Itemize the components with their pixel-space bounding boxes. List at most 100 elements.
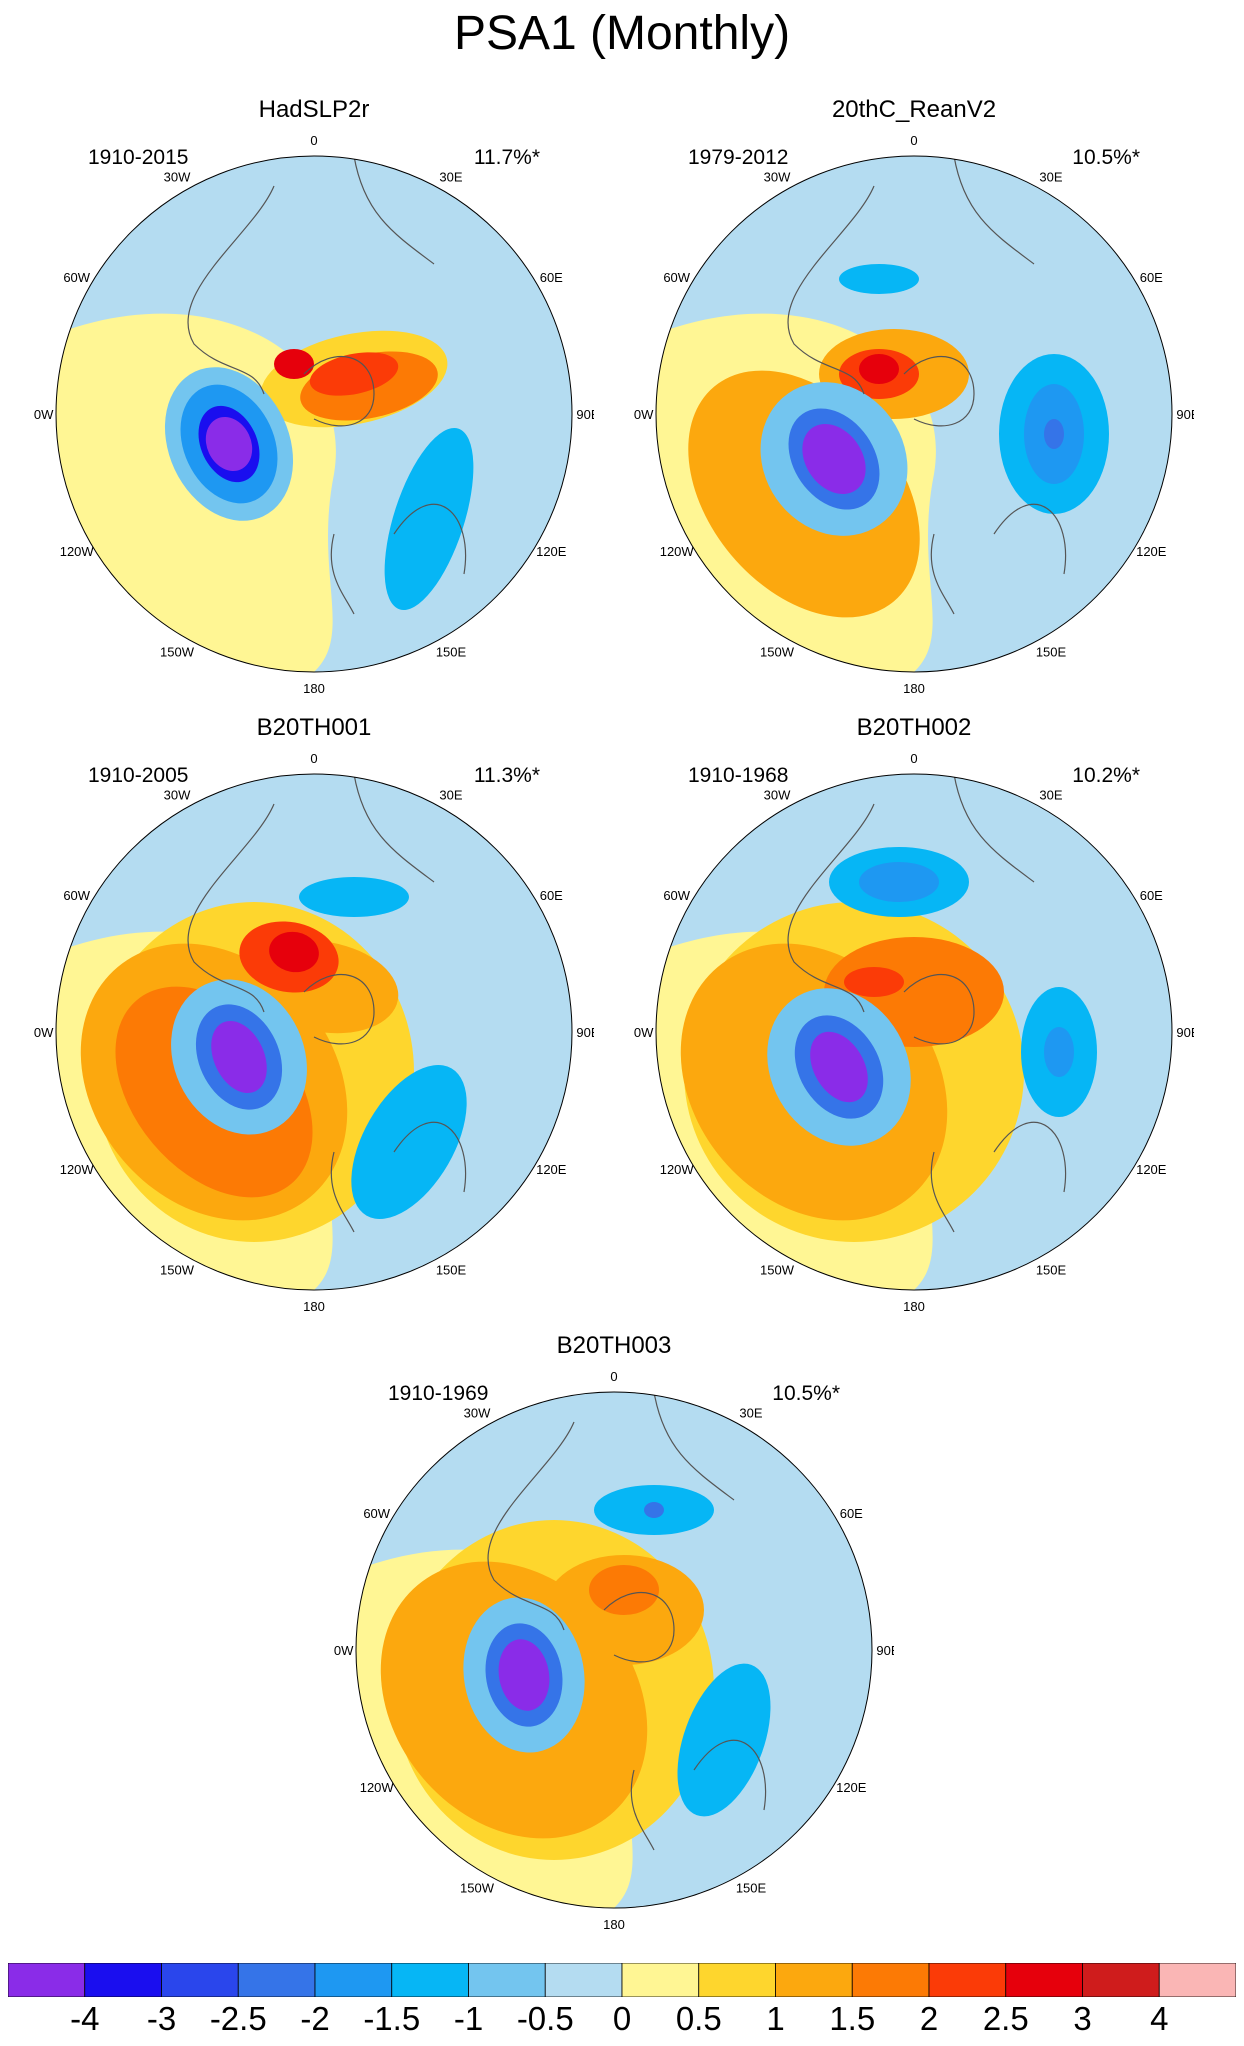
coastline	[393, 503, 466, 575]
map-border	[655, 773, 1173, 1291]
colorbar-tick-label: -0.5	[516, 2000, 574, 2037]
colorbar-tick-label: -4	[70, 2000, 100, 2037]
colorbar-swatch	[314, 1962, 393, 1998]
longitude-label: 30E	[1039, 788, 1062, 803]
colorbar-swatch	[161, 1962, 239, 1998]
colorbar-swatch	[698, 1962, 776, 1998]
longitude-label: 180	[903, 1299, 925, 1314]
longitude-label: 60E	[1140, 270, 1163, 285]
longitude-label: 150W	[760, 1262, 795, 1277]
colorbar	[7, 1962, 1237, 1998]
colorbar-swatch	[1158, 1962, 1237, 1998]
negative-anomaly-contour	[1044, 419, 1064, 449]
variance-label: 11.7%*	[473, 146, 540, 169]
longitude-label: 30W	[164, 788, 191, 803]
colorbar-swatch	[928, 1962, 1007, 1998]
longitude-label: 0	[610, 1369, 617, 1384]
colorbar-tick-label: -2	[300, 2000, 330, 2037]
panel-title: B20TH003	[556, 1332, 672, 1359]
polar-map: 0 30E 60E 90E 120E 150E 180 150W 120W 90W 60W 30W	[334, 1369, 894, 1932]
longitude-label: 180	[303, 1299, 325, 1314]
coastline	[630, 1769, 655, 1851]
variance-label: 10.5%*	[1072, 146, 1140, 169]
longitude-label: 60W	[663, 888, 690, 903]
negative-anomaly-contour	[351, 1065, 467, 1219]
longitude-label: 150W	[760, 644, 795, 659]
negative-anomaly-contour	[205, 416, 253, 472]
negative-anomaly-contour	[677, 1663, 771, 1817]
colorbar-swatch	[7, 1962, 86, 1998]
coastline	[330, 533, 355, 615]
variance-label: 10.5%*	[772, 1382, 840, 1405]
longitude-label: 90W	[634, 407, 654, 422]
colorbar-swatch	[84, 1962, 162, 1998]
longitude-label: 120W	[660, 544, 695, 559]
coastline	[353, 156, 435, 265]
period-label: 1910-1968	[688, 764, 789, 787]
longitude-label: 150W	[160, 644, 195, 659]
longitude-label: 30E	[439, 788, 462, 803]
polar-map: 0 30E 60E 90E 120E 150E 180 150W 120W 90W 60W 30W	[634, 751, 1194, 1314]
longitude-label: 0	[310, 133, 317, 148]
longitude-label: 0	[910, 751, 917, 766]
longitude-label: 180	[303, 681, 325, 696]
panel-title: B20TH002	[856, 714, 972, 741]
coastline	[653, 1392, 735, 1501]
coastline	[303, 974, 375, 1045]
longitude-label: 0	[910, 133, 917, 148]
colorbar-swatch	[775, 1962, 853, 1998]
longitude-label: 150E	[1036, 644, 1067, 659]
colorbar-tick-label: 1	[766, 2000, 785, 2037]
colorbar-swatch	[621, 1962, 700, 1998]
longitude-label: 30E	[1039, 170, 1062, 185]
colorbar-swatch	[851, 1962, 930, 1998]
longitude-label: 0	[310, 751, 317, 766]
colorbar-tick-label: 3	[1073, 2000, 1092, 2037]
negative-anomaly-contour	[810, 1031, 868, 1103]
period-label: 1910-2015	[88, 146, 189, 169]
longitude-label: 120E	[836, 1780, 867, 1795]
longitude-label: 60W	[663, 270, 690, 285]
colorbar-swatch	[391, 1962, 469, 1998]
colorbar-tick-label: -3	[146, 2000, 177, 2037]
colorbar-swatch	[1082, 1962, 1160, 1998]
coastline	[330, 1151, 355, 1233]
positive-anomaly-contour	[589, 1565, 659, 1615]
longitude-label: 120E	[536, 544, 567, 559]
longitude-label: 30W	[164, 170, 191, 185]
colorbar-tick-label: -1.5	[363, 2000, 421, 2037]
colorbar-tick-label: -1	[453, 2000, 484, 2037]
coastline	[930, 533, 955, 615]
colorbar-swatch	[237, 1962, 316, 1998]
longitude-label: 30W	[764, 170, 791, 185]
map-panel: B20TH003 1910-1969 10.5%* 0 30E 60E 90E 120E 150…	[334, 1332, 894, 1932]
period-label: 1910-2005	[88, 764, 189, 787]
map-border	[55, 155, 573, 673]
coastline	[353, 774, 435, 883]
coastline	[187, 803, 275, 1013]
longitude-label: 150E	[436, 644, 467, 659]
colorbar-swatch	[1005, 1962, 1083, 1998]
coastline	[953, 156, 1035, 265]
longitude-label: 150W	[460, 1880, 495, 1895]
longitude-label: 90E	[576, 407, 594, 422]
positive-anomaly-contour	[844, 967, 904, 997]
coastline	[787, 803, 875, 1013]
longitude-label: 30E	[739, 1406, 762, 1421]
map-panel: B20TH002 1910-1968 10.2%* 0 30E 60E 90E 120E 150…	[634, 714, 1194, 1314]
longitude-label: 30E	[439, 170, 462, 185]
longitude-label: 60E	[540, 270, 563, 285]
longitude-label: 180	[603, 1917, 625, 1932]
negative-anomaly-contour	[384, 428, 474, 610]
period-label: 1910-1969	[388, 1382, 489, 1405]
polar-map: 0 30E 60E 90E 120E 150E 180 150W 120W 90W 60W 30W	[634, 133, 1194, 696]
negative-anomaly-contour	[839, 264, 919, 294]
longitude-label: 90W	[34, 407, 54, 422]
colorbar-tick-label: 1.5	[829, 2000, 876, 2037]
panel-title: HadSLP2r	[258, 96, 370, 123]
longitude-label: 150E	[1036, 1262, 1067, 1277]
colorbar-tick-label: 2.5	[982, 2000, 1029, 2037]
map-panel: B20TH001 1910-2005 11.3%* 0 30E 60E 90E 120E 150…	[34, 714, 594, 1314]
coastline	[993, 503, 1066, 575]
longitude-label: 60W	[63, 270, 90, 285]
